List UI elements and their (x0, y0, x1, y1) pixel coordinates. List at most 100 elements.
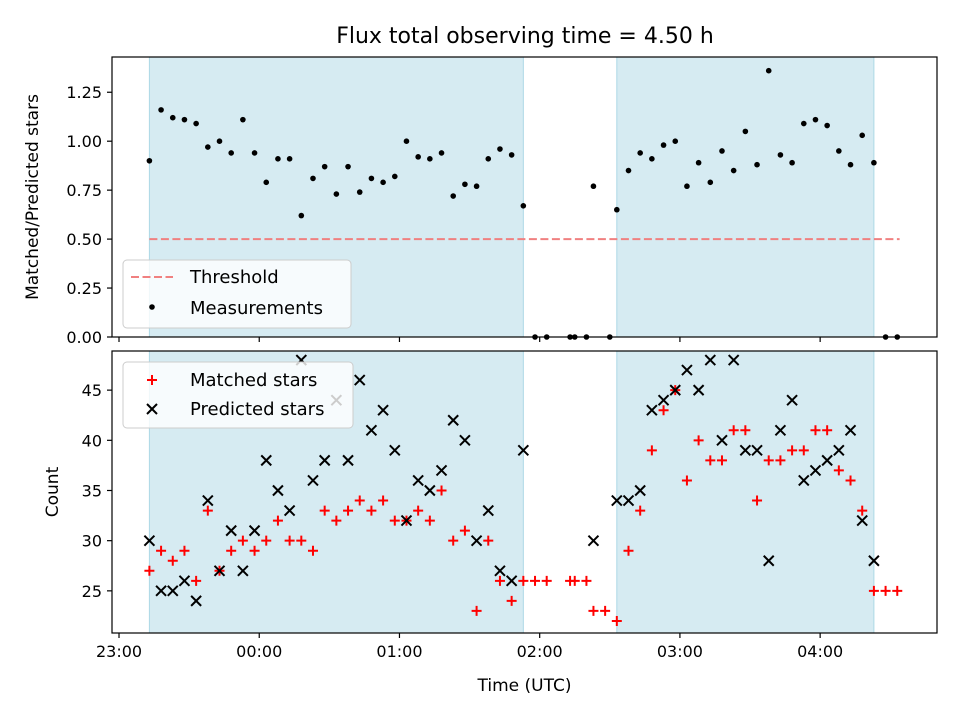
predicted-star-point (482, 504, 494, 517)
predicted-star-point (798, 474, 810, 487)
measurement-point (356, 189, 363, 195)
x-tick-label: 04:00 (797, 642, 843, 661)
matched-star-point (506, 595, 517, 606)
measurement-point (660, 142, 667, 148)
measurement-point (462, 181, 468, 188)
x-tick-label: 02:00 (517, 642, 563, 661)
legend-measurements-label: Measurements (190, 298, 323, 319)
measurement-point (228, 150, 234, 156)
matched-star-point (728, 425, 739, 436)
measurement-point (240, 116, 246, 123)
matched-star-point (868, 585, 879, 596)
measurement-point (310, 175, 316, 182)
measurement-point (812, 116, 819, 123)
predicted-star-point (225, 524, 237, 537)
measurement-point (368, 175, 375, 182)
measurement-point (263, 179, 270, 186)
predicted-star-point (727, 354, 740, 366)
matched-star-point (389, 515, 400, 526)
top-legend: Threshold Measurements (122, 259, 352, 329)
matched-star-point (354, 495, 365, 506)
predicted-star-point (365, 424, 378, 436)
predicted-star-point (587, 534, 600, 547)
y-tick-label: 1.00 (66, 132, 102, 151)
legend-predicted-marker (146, 403, 158, 415)
y-tick-label: 0.00 (66, 328, 102, 347)
matched-star-point (740, 425, 751, 436)
matched-star-point (366, 505, 377, 516)
predicted-star-point (821, 454, 833, 467)
matched-star-point (319, 505, 330, 516)
x-axis-label: Time (UTC) (477, 676, 572, 696)
matched-star-point (226, 545, 237, 556)
measurement-point (871, 159, 877, 166)
matched-star-point (857, 505, 868, 516)
matched-star-point (471, 605, 482, 616)
panel-top-y-axis-label: Matched/Predicted stars (23, 94, 43, 300)
matched-star-point (296, 535, 307, 546)
matched-star-point (424, 515, 435, 526)
predicted-star-point (260, 454, 272, 467)
y-tick-label: 0.75 (66, 181, 102, 200)
measurement-point (637, 150, 643, 156)
predicted-star-point (435, 464, 448, 477)
measurement-point (684, 183, 690, 190)
measurement-point (193, 120, 199, 127)
predicted-star-point (248, 524, 261, 537)
measurement-point (181, 116, 188, 123)
matched-star-point (378, 495, 389, 506)
matched-star-point (635, 505, 646, 516)
matched-star-point (569, 575, 580, 586)
measurement-point (473, 183, 480, 190)
predicted-star-point (213, 565, 226, 577)
measurement-point (415, 154, 421, 160)
predicted-star-point (237, 565, 249, 577)
measurement-point (438, 150, 445, 156)
measurement-point (625, 167, 632, 174)
predicted-star-point (669, 384, 681, 396)
predicted-star-point (763, 555, 775, 567)
predicted-star-point (400, 514, 413, 527)
predicted-star-point (494, 565, 506, 577)
legend-box (122, 361, 354, 429)
legend-measurements-marker (149, 304, 155, 310)
matched-star-point (494, 575, 505, 586)
measurement-point (450, 193, 457, 199)
measurement-point (345, 163, 351, 170)
chart-title: Flux total observing time = 4.50 h (336, 24, 714, 49)
measurement-point (614, 206, 620, 213)
predicted-star-point (318, 454, 331, 467)
matched-star-point (646, 445, 657, 456)
y-tick-label: 40 (82, 431, 102, 450)
predicted-star-point (517, 444, 530, 457)
matched-star-point (237, 535, 248, 546)
measurement-point (836, 148, 842, 154)
measurement-point (800, 120, 807, 127)
panel-top-frame (111, 56, 938, 338)
predicted-star-point (143, 534, 156, 547)
predicted-star-point (389, 444, 401, 457)
matched-star-point (822, 425, 833, 436)
measurement-point (205, 144, 211, 150)
measurement-point (391, 173, 398, 180)
predicted-star-point (833, 444, 845, 457)
measurement-point (485, 156, 492, 162)
measurement-point (730, 167, 737, 174)
matched-star-point (272, 515, 283, 526)
y-tick-label: 0.25 (66, 279, 102, 298)
legend-matched-label: Matched stars (190, 370, 317, 391)
measurement-point (216, 138, 223, 144)
measurement-point (672, 138, 679, 144)
matched-star-point (705, 455, 716, 466)
measurement-point (169, 114, 176, 121)
measurement-point (695, 159, 702, 166)
panel-bottom-y-axis-label: Count (43, 466, 63, 517)
y-tick-label: 25 (82, 582, 102, 601)
predicted-star-point (786, 394, 798, 406)
x-tick-label: 00:00 (236, 642, 282, 661)
predicted-star-point (424, 484, 436, 497)
predicted-star-point (190, 595, 202, 607)
legend-box (122, 259, 352, 329)
matched-star-point (541, 575, 552, 586)
predicted-star-point (657, 394, 670, 406)
